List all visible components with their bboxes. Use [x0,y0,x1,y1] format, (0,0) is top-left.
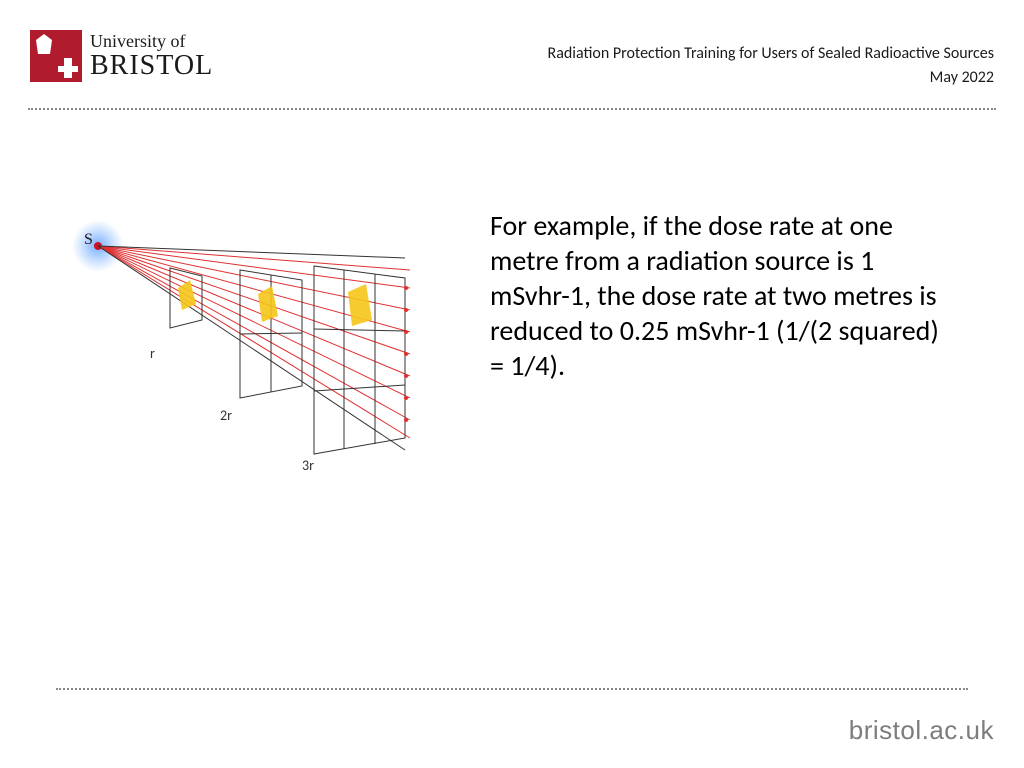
logo-text: University of BRISTOL [90,32,213,80]
label-2r: 2r [220,407,232,424]
area-glyph-3r [348,284,372,326]
training-title: Radiation Protection Training for Users … [548,42,994,66]
logo-line2: BRISTOL [90,51,213,80]
footer-divider [56,688,968,690]
header-title-block: Radiation Protection Training for Users … [548,30,994,90]
logo-crest-icon [30,30,82,82]
inverse-square-diagram: S r [50,198,430,478]
label-3r: 3r [302,457,314,474]
footer-url: bristol.ac.uk [849,715,994,746]
body-paragraph: For example, if the dose rate at one met… [490,198,940,383]
training-date: May 2022 [548,66,994,90]
source-label: S [84,231,93,248]
label-r: r [150,345,155,362]
logo-line1: University of [90,32,213,51]
slide-content: S r [0,118,1024,478]
area-glyph-r [178,280,196,310]
diagram-svg: S r [50,198,430,478]
university-logo: University of BRISTOL [30,30,213,82]
edge-lines [98,246,405,450]
slide-header: University of BRISTOL Radiation Protecti… [0,0,1024,100]
header-divider [28,108,996,110]
rays-group [98,246,410,438]
